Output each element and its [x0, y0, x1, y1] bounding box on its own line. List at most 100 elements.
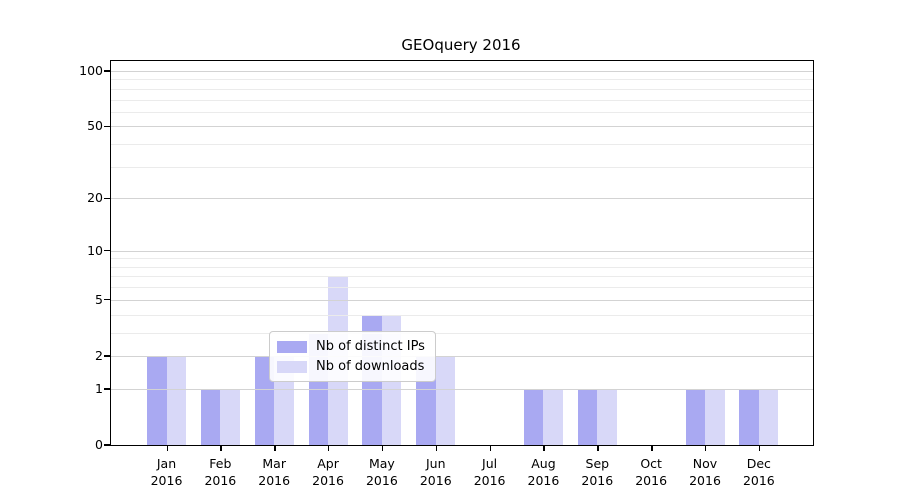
bar-ips-dec [739, 388, 759, 445]
x-tick-label-year: 2016 [312, 473, 344, 488]
x-tick-label-year: 2016 [635, 473, 668, 488]
x-tick-label-month: Feb [209, 456, 232, 471]
plot-area: Jan 2016 Feb 2016 Mar 2016 Apr 2016 May 2016 Jun 20… [79, 60, 814, 488]
bar-ips-feb [200, 388, 221, 445]
gridline-major-5 [111, 299, 813, 301]
x-tick-label-year: 2016 [204, 473, 237, 488]
legend-row-distinct-ips: Nb of distinct IPs [277, 339, 425, 354]
x-tick-label-jul: Jul 2016 [460, 455, 520, 489]
x-tick-label-month: Oct [640, 456, 662, 471]
x-tick-label-year: 2016 [689, 473, 721, 488]
x-tick-label-apr: Apr 2016 [298, 455, 358, 489]
x-tick-label-year: 2016 [742, 473, 775, 488]
gridline-major-2 [111, 355, 813, 357]
legend-label-downloads: Nb of downloads [316, 359, 425, 374]
gridline-major-1 [111, 388, 813, 390]
gridline-minor-7 [111, 276, 813, 278]
x-tick-label-year: 2016 [581, 473, 614, 488]
y-tick-label-0: 0 [95, 437, 103, 452]
legend-label-distinct-ips: Nb of distinct IPs [316, 339, 425, 354]
x-tick-label-month: Aug [531, 456, 556, 471]
chart-title: GEOquery 2016 [401, 36, 521, 54]
y-tick-50 [104, 125, 110, 128]
bar-downloads-sep [597, 388, 617, 445]
gridline-major-50 [111, 126, 813, 128]
y-tick-5 [104, 299, 110, 301]
y-tick-0 [104, 444, 110, 446]
x-tick-label-mar: Mar 2016 [244, 455, 304, 489]
x-tick-jun [435, 445, 438, 451]
y-tick-label-100: 100 [79, 63, 103, 78]
x-tick-feb [220, 445, 222, 451]
gridline-minor-9 [111, 258, 813, 260]
x-tick-label-month: Mar [262, 456, 286, 471]
bar-downloads-feb [220, 388, 240, 445]
gridline-major-20 [111, 198, 813, 200]
x-tick-label-month: May [368, 456, 395, 471]
y-tick-20 [104, 197, 110, 199]
x-tick-label-year: 2016 [365, 473, 398, 488]
gridline-minor-90 [111, 79, 813, 81]
x-tick-oct [651, 445, 653, 451]
x-tick-label-month: Nov [692, 456, 718, 471]
x-tick-label-month: Sep [585, 456, 610, 471]
bar-downloads-aug [543, 388, 563, 445]
x-tick-label-aug: Aug 2016 [513, 455, 573, 489]
x-tick-label-month: Jun [425, 456, 446, 471]
x-tick-label-year: 2016 [419, 473, 452, 488]
legend: Nb of distinct IPs Nb of downloads [269, 331, 436, 382]
x-tick-label-year: 2016 [258, 473, 291, 488]
gridline-minor-40 [111, 144, 813, 146]
x-tick-jan [166, 445, 168, 451]
x-tick-apr [328, 445, 330, 451]
y-tick-label-50: 50 [87, 118, 103, 134]
gridline-minor-60 [111, 111, 813, 113]
x-tick-label-oct: Oct 2016 [621, 455, 681, 489]
y-tick-label-1: 1 [95, 380, 103, 396]
x-tick-label-may: May 2016 [352, 455, 412, 489]
x-tick-label-month: Jan [156, 456, 177, 471]
legend-row-downloads: Nb of downloads [277, 359, 425, 374]
y-tick-2 [104, 355, 110, 357]
x-tick-label-nov: Nov 2016 [675, 455, 735, 489]
x-tick-jul [489, 445, 491, 451]
x-tick-label-dec: Dec 2016 [729, 455, 789, 489]
bar-downloads-jun [435, 355, 456, 445]
legend-swatch-downloads [277, 360, 307, 373]
y-tick-label-10: 10 [87, 242, 103, 258]
x-tick-label-year: 2016 [473, 473, 506, 488]
x-tick-label-jun: Jun 2016 [406, 455, 466, 489]
y-tick-label-2: 2 [95, 347, 103, 363]
bar-downloads-nov [705, 388, 725, 445]
gridline-minor-6 [111, 287, 813, 289]
bar-ips-nov [685, 388, 705, 445]
x-tick-label-month: Dec [746, 456, 771, 471]
bar-downloads-jan [166, 355, 186, 445]
gridline-minor-8 [111, 266, 813, 268]
y-tick-100 [104, 70, 110, 72]
gridline-minor-70 [111, 99, 813, 101]
gridline-major-10 [111, 250, 813, 252]
x-tick-mar [274, 445, 276, 451]
y-tick-label-20: 20 [87, 190, 103, 206]
y-tick-10 [104, 249, 110, 252]
x-tick-label-year: 2016 [527, 473, 560, 488]
x-tick-label-sep: Sep 2016 [567, 455, 627, 489]
gridline-major-100 [111, 71, 813, 72]
gridline-minor-3 [111, 332, 813, 334]
bar-ips-aug [523, 388, 544, 445]
bar-ips-jan [147, 355, 167, 445]
bar-downloads-dec [758, 388, 779, 445]
x-tick-sep [597, 445, 599, 451]
x-tick-dec [758, 445, 761, 451]
x-tick-label-month: Apr [317, 456, 339, 471]
y-tick-label-5: 5 [95, 291, 103, 307]
x-tick-label-month: Jul [482, 456, 498, 471]
x-tick-label-jan: Jan 2016 [137, 455, 197, 489]
legend-swatch-distinct-ips [277, 340, 307, 353]
gridline-minor-4 [111, 314, 813, 316]
x-tick-label-year: 2016 [150, 473, 183, 488]
x-tick-label-feb: Feb 2016 [190, 455, 250, 489]
gridline-minor-30 [111, 166, 813, 168]
